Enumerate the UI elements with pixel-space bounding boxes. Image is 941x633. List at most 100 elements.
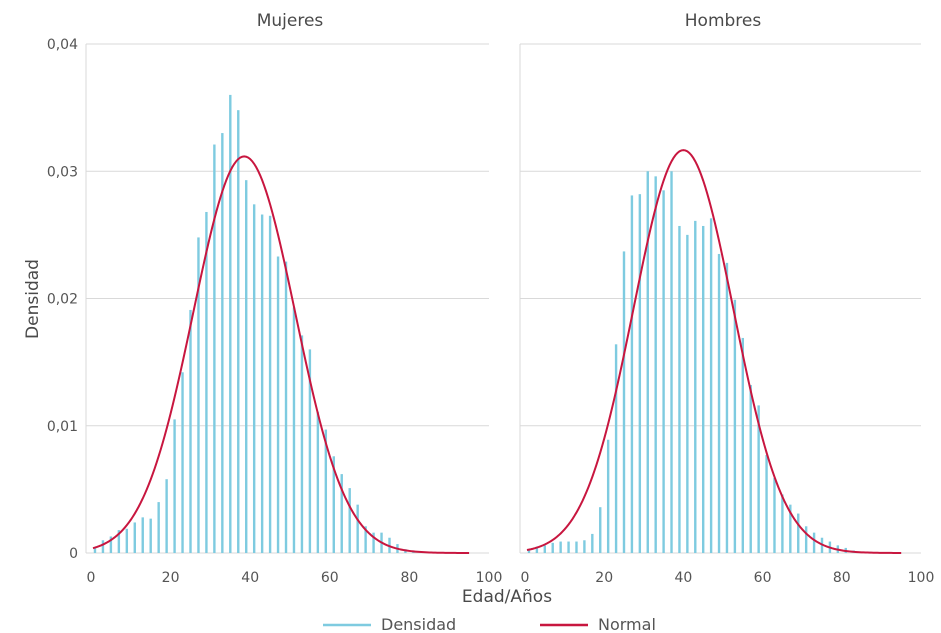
hist-bar	[670, 171, 673, 553]
x-tick-label: 100	[908, 570, 935, 586]
legend-label-densidad: Densidad	[381, 615, 456, 633]
hist-bar	[221, 133, 224, 553]
hist-bar	[527, 549, 531, 553]
hist-bar	[709, 218, 713, 553]
hist-bar	[197, 237, 200, 554]
hist-bar	[332, 456, 335, 553]
x-tick-label: 80	[833, 570, 851, 586]
hist-bar	[229, 94, 232, 554]
normal-curve	[526, 149, 902, 554]
hist-bar	[173, 419, 176, 553]
hist-bar	[575, 541, 578, 553]
hist-bar	[543, 545, 546, 553]
hist-bar	[372, 532, 375, 553]
hist-bar	[237, 110, 240, 554]
hist-bar	[551, 542, 554, 553]
hist-bar	[149, 518, 152, 553]
hist-bar	[324, 429, 328, 553]
hist-bar	[252, 204, 256, 553]
hist-bar	[622, 251, 626, 554]
hist-bar	[292, 307, 296, 553]
x-tick-label: 80	[400, 570, 418, 586]
hist-bar	[109, 536, 113, 553]
hist-bar	[157, 502, 160, 553]
hist-bar	[189, 309, 192, 553]
hist-bar	[276, 256, 280, 553]
hist-bar	[638, 194, 642, 553]
grid-lines	[86, 43, 489, 554]
hist-bar	[567, 541, 570, 553]
hist-bar	[559, 541, 562, 553]
legend: Densidad Normal	[323, 615, 656, 633]
hist-bar	[591, 533, 594, 553]
panel-title-hombres: Hombres	[685, 11, 762, 31]
hist-bar	[213, 144, 216, 553]
hist-bar	[268, 215, 272, 553]
panel-mujeres: 0 0,01 0,02 0,03 0,04 0 20 40 60 80 100 Mujeres	[47, 11, 503, 586]
y-tick-label: 0,03	[47, 164, 78, 180]
hist-bar	[733, 299, 737, 553]
hist-bar	[717, 253, 721, 553]
panel-hombres: 0 20 40 60 80 100 Hombres	[519, 11, 935, 586]
hist-bar	[300, 335, 304, 553]
histogram-bars	[527, 171, 871, 554]
legend-label-normal: Normal	[598, 615, 656, 633]
grid-lines	[520, 43, 921, 554]
x-tick-label: 40	[674, 570, 692, 586]
histogram-bars	[93, 94, 423, 554]
y-axis-label: Densidad	[23, 259, 43, 339]
hist-bar	[812, 532, 816, 553]
x-tick-labels: 0 20 40 60 80 100	[87, 570, 503, 586]
x-tick-label: 100	[476, 570, 503, 586]
hist-bar	[117, 530, 121, 553]
y-tick-label: 0,02	[47, 292, 78, 308]
normal-curve	[92, 155, 470, 554]
hist-bar	[364, 526, 367, 553]
hist-bar	[93, 547, 97, 553]
hist-bar	[757, 405, 760, 553]
hist-bar	[340, 474, 343, 553]
y-tick-labels: 0 0,01 0,02 0,03 0,04	[47, 37, 78, 562]
x-tick-label: 0	[87, 570, 96, 586]
hist-bar	[133, 522, 136, 553]
hist-bar	[205, 211, 208, 553]
hist-bar	[797, 513, 800, 553]
hist-bar	[356, 504, 359, 553]
y-tick-label: 0,01	[47, 419, 78, 435]
hist-bar	[165, 479, 168, 553]
x-tick-label: 60	[754, 570, 772, 586]
hist-bar	[245, 180, 248, 553]
hist-bar	[789, 504, 792, 553]
x-tick-label: 0	[521, 570, 530, 586]
y-tick-label: 0,04	[47, 37, 78, 53]
hist-bar	[614, 344, 618, 553]
hist-bar	[348, 488, 351, 553]
hist-bar	[535, 546, 539, 553]
hist-bar	[316, 411, 320, 553]
hist-bar	[630, 195, 634, 554]
hist-bar	[101, 540, 105, 553]
x-tick-labels: 0 20 40 60 80 100	[521, 570, 935, 586]
x-axis-label: Edad/Años	[462, 587, 552, 607]
hist-bar	[781, 494, 784, 553]
hist-bar	[741, 337, 744, 553]
hist-bar	[804, 526, 808, 553]
hist-bar	[694, 220, 697, 553]
hist-bar	[125, 528, 129, 553]
hist-bar	[308, 349, 312, 553]
hist-bar	[686, 234, 689, 553]
hist-bar	[181, 372, 184, 553]
hist-bar	[141, 517, 144, 553]
hist-bar	[583, 540, 586, 553]
x-tick-label: 20	[162, 570, 180, 586]
hist-bar	[725, 262, 729, 553]
hist-bar	[654, 176, 657, 553]
hist-bar	[646, 171, 649, 553]
hist-bar	[765, 455, 768, 553]
y-tick-label: 0	[69, 546, 78, 562]
hist-bar	[773, 477, 776, 553]
hist-bar	[749, 385, 752, 553]
hist-bar	[662, 190, 665, 553]
hist-bar	[260, 214, 264, 553]
